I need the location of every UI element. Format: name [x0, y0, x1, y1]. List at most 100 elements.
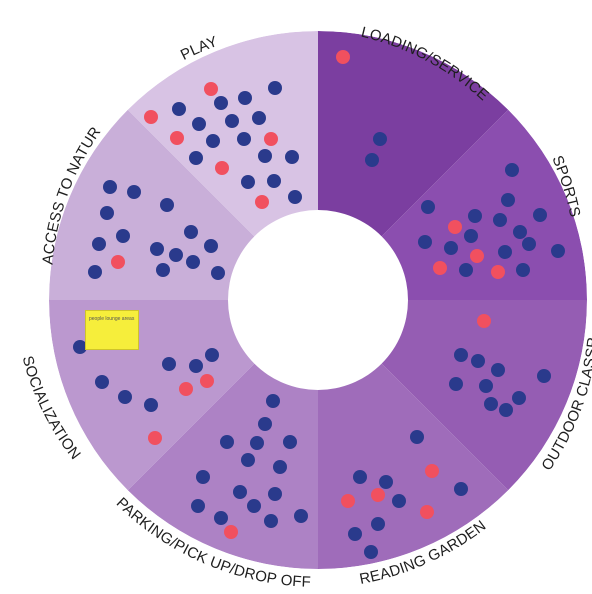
blue-marker-dot[interactable] — [491, 363, 505, 377]
blue-marker-dot[interactable] — [214, 96, 228, 110]
blue-marker-dot[interactable] — [160, 198, 174, 212]
red-marker-dot[interactable] — [448, 220, 462, 234]
blue-marker-dot[interactable] — [205, 348, 219, 362]
blue-marker-dot[interactable] — [264, 514, 278, 528]
red-marker-dot[interactable] — [264, 132, 278, 146]
blue-marker-dot[interactable] — [364, 545, 378, 559]
blue-marker-dot[interactable] — [169, 248, 183, 262]
blue-marker-dot[interactable] — [499, 403, 513, 417]
blue-marker-dot[interactable] — [454, 348, 468, 362]
red-marker-dot[interactable] — [179, 382, 193, 396]
blue-marker-dot[interactable] — [493, 213, 507, 227]
blue-marker-dot[interactable] — [100, 206, 114, 220]
blue-marker-dot[interactable] — [225, 114, 239, 128]
blue-marker-dot[interactable] — [241, 175, 255, 189]
red-marker-dot[interactable] — [420, 505, 434, 519]
red-marker-dot[interactable] — [215, 161, 229, 175]
red-marker-dot[interactable] — [170, 131, 184, 145]
blue-marker-dot[interactable] — [258, 149, 272, 163]
blue-marker-dot[interactable] — [533, 208, 547, 222]
blue-marker-dot[interactable] — [267, 174, 281, 188]
red-marker-dot[interactable] — [491, 265, 505, 279]
red-marker-dot[interactable] — [470, 249, 484, 263]
red-marker-dot[interactable] — [200, 374, 214, 388]
blue-marker-dot[interactable] — [353, 470, 367, 484]
blue-marker-dot[interactable] — [144, 398, 158, 412]
blue-marker-dot[interactable] — [184, 225, 198, 239]
blue-marker-dot[interactable] — [211, 266, 225, 280]
blue-marker-dot[interactable] — [189, 151, 203, 165]
blue-marker-dot[interactable] — [468, 209, 482, 223]
red-marker-dot[interactable] — [425, 464, 439, 478]
blue-marker-dot[interactable] — [512, 391, 526, 405]
blue-marker-dot[interactable] — [268, 487, 282, 501]
blue-marker-dot[interactable] — [522, 237, 536, 251]
blue-marker-dot[interactable] — [365, 153, 379, 167]
blue-marker-dot[interactable] — [516, 263, 530, 277]
blue-marker-dot[interactable] — [273, 460, 287, 474]
blue-marker-dot[interactable] — [348, 527, 362, 541]
blue-marker-dot[interactable] — [266, 394, 280, 408]
blue-marker-dot[interactable] — [484, 397, 498, 411]
blue-marker-dot[interactable] — [192, 117, 206, 131]
blue-marker-dot[interactable] — [186, 255, 200, 269]
blue-marker-dot[interactable] — [454, 482, 468, 496]
blue-marker-dot[interactable] — [464, 229, 478, 243]
blue-marker-dot[interactable] — [73, 340, 87, 354]
blue-marker-dot[interactable] — [204, 239, 218, 253]
blue-marker-dot[interactable] — [449, 377, 463, 391]
blue-marker-dot[interactable] — [537, 369, 551, 383]
red-marker-dot[interactable] — [144, 110, 158, 124]
blue-marker-dot[interactable] — [392, 494, 406, 508]
blue-marker-dot[interactable] — [294, 509, 308, 523]
blue-marker-dot[interactable] — [505, 163, 519, 177]
blue-marker-dot[interactable] — [247, 499, 261, 513]
blue-marker-dot[interactable] — [172, 102, 186, 116]
red-marker-dot[interactable] — [204, 82, 218, 96]
blue-marker-dot[interactable] — [162, 357, 176, 371]
blue-marker-dot[interactable] — [92, 237, 106, 251]
blue-marker-dot[interactable] — [283, 435, 297, 449]
red-marker-dot[interactable] — [224, 525, 238, 539]
blue-marker-dot[interactable] — [471, 354, 485, 368]
sticky-note[interactable]: people lounge areas — [85, 310, 139, 350]
blue-marker-dot[interactable] — [214, 511, 228, 525]
blue-marker-dot[interactable] — [252, 111, 266, 125]
blue-marker-dot[interactable] — [95, 375, 109, 389]
blue-marker-dot[interactable] — [551, 244, 565, 258]
blue-marker-dot[interactable] — [220, 435, 234, 449]
blue-marker-dot[interactable] — [189, 359, 203, 373]
blue-marker-dot[interactable] — [127, 185, 141, 199]
blue-marker-dot[interactable] — [501, 193, 515, 207]
red-marker-dot[interactable] — [341, 494, 355, 508]
blue-marker-dot[interactable] — [444, 241, 458, 255]
blue-marker-dot[interactable] — [88, 265, 102, 279]
red-marker-dot[interactable] — [148, 431, 162, 445]
blue-marker-dot[interactable] — [241, 453, 255, 467]
red-marker-dot[interactable] — [111, 255, 125, 269]
blue-marker-dot[interactable] — [116, 229, 130, 243]
blue-marker-dot[interactable] — [288, 190, 302, 204]
red-marker-dot[interactable] — [477, 314, 491, 328]
blue-marker-dot[interactable] — [150, 242, 164, 256]
blue-marker-dot[interactable] — [479, 379, 493, 393]
blue-marker-dot[interactable] — [459, 263, 473, 277]
blue-marker-dot[interactable] — [268, 81, 282, 95]
blue-marker-dot[interactable] — [103, 180, 117, 194]
blue-marker-dot[interactable] — [233, 485, 247, 499]
red-marker-dot[interactable] — [336, 50, 350, 64]
blue-marker-dot[interactable] — [498, 245, 512, 259]
blue-marker-dot[interactable] — [258, 417, 272, 431]
blue-marker-dot[interactable] — [196, 470, 210, 484]
blue-marker-dot[interactable] — [371, 517, 385, 531]
blue-marker-dot[interactable] — [191, 499, 205, 513]
blue-marker-dot[interactable] — [421, 200, 435, 214]
blue-marker-dot[interactable] — [285, 150, 299, 164]
blue-marker-dot[interactable] — [410, 430, 424, 444]
blue-marker-dot[interactable] — [237, 132, 251, 146]
red-marker-dot[interactable] — [255, 195, 269, 209]
blue-marker-dot[interactable] — [238, 91, 252, 105]
blue-marker-dot[interactable] — [118, 390, 132, 404]
blue-marker-dot[interactable] — [418, 235, 432, 249]
blue-marker-dot[interactable] — [206, 134, 220, 148]
